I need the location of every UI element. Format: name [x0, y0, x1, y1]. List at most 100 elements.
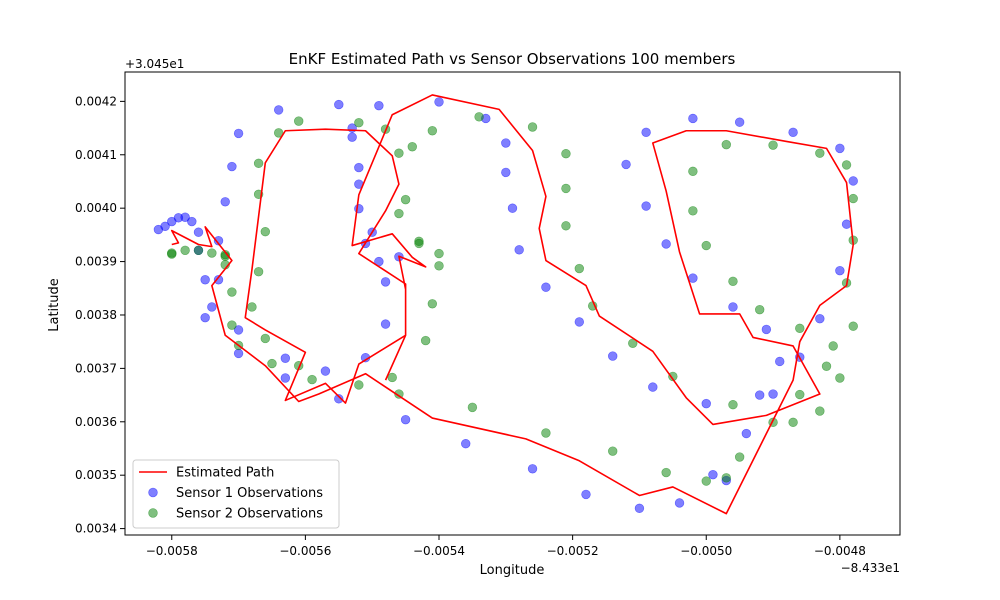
- legend-label-1: Estimated Path: [176, 466, 274, 481]
- sensor-1-point-5: [180, 212, 190, 222]
- sensor-2-point-76: [721, 473, 731, 483]
- y-axis-label: Latitude: [47, 278, 62, 332]
- sensor-2-point-42: [541, 428, 551, 438]
- sensor-2-point-59: [734, 452, 745, 462]
- sensor-2-point-24: [354, 118, 364, 128]
- series-2-points: [167, 112, 858, 486]
- sensor-2-point-71: [841, 160, 852, 170]
- sensor-1-point-14: [220, 197, 230, 207]
- sensor-2-point-60: [754, 304, 765, 315]
- sensor-2-point-37: [434, 248, 444, 259]
- y-tick-label-1: 0.0034: [75, 522, 117, 536]
- sensor-1-point-7: [193, 227, 204, 237]
- legend-swatch-sensor-2: [148, 508, 158, 518]
- sensor-1-point-9: [200, 275, 210, 285]
- sensor-2-point-38: [434, 261, 444, 271]
- sensor-2-point-29: [394, 208, 404, 219]
- x-tick-label-5: −0.0050: [680, 544, 732, 558]
- sensor-1-point-6: [187, 216, 197, 227]
- sensor-1-point-47: [541, 282, 551, 292]
- sensor-2-point-39: [467, 402, 478, 413]
- sensor-1-point-2: [160, 221, 170, 232]
- sensor-1-point-53: [641, 127, 651, 138]
- sensor-1-point-42: [501, 138, 511, 148]
- sensor-2-point-66: [815, 406, 825, 416]
- sensor-1-point-43: [501, 167, 511, 178]
- x-tick-label-3: −0.0054: [413, 544, 465, 558]
- sensor-2-point-57: [728, 276, 738, 287]
- sensor-1-point-21: [280, 373, 291, 383]
- x-axis-label: Longitude: [480, 563, 545, 578]
- plot-area: [153, 94, 858, 515]
- sensor-2-point-18: [267, 358, 277, 369]
- x-tick-label-4: −0.0052: [547, 544, 599, 558]
- sensor-2-point-58: [728, 400, 738, 410]
- sensor-1-point-74: [835, 265, 845, 276]
- x-tick-label-1: −0.0058: [146, 544, 198, 558]
- sensor-2-point-43: [561, 149, 571, 159]
- sensor-2-point-14: [253, 158, 264, 169]
- legend-label-2: Sensor 1 Observations: [176, 486, 323, 501]
- sensor-2-point-63: [788, 417, 798, 428]
- legend-swatch-sensor-1: [148, 487, 158, 498]
- estimated-path-line: [170, 94, 855, 515]
- sensor-2-point-52: [688, 166, 698, 177]
- sensor-2-point-34: [420, 335, 431, 346]
- sensor-1-point-56: [661, 239, 671, 249]
- sensor-1-point-12: [213, 275, 224, 285]
- sensor-1-point-34: [374, 100, 384, 111]
- sensor-2-point-2: [167, 248, 177, 258]
- sensor-2-point-5: [207, 248, 217, 258]
- sensor-1-point-39: [434, 97, 444, 107]
- sensor-1-point-55: [648, 382, 658, 392]
- sensor-1-point-57: [674, 498, 685, 508]
- sensor-2-point-54: [701, 240, 711, 251]
- plot-marks: [153, 94, 858, 515]
- sensor-2-point-35: [427, 299, 438, 309]
- sensor-1-point-64: [734, 117, 745, 127]
- sensor-2-point-22: [307, 374, 317, 385]
- sensor-2-point-50: [661, 467, 671, 478]
- sensor-2-point-33: [414, 238, 424, 249]
- sensor-2-point-53: [688, 206, 698, 216]
- sensor-2-point-41: [527, 122, 538, 132]
- sensor-1-point-61: [708, 469, 718, 480]
- legend-box: [132, 459, 340, 529]
- sensor-2-point-16: [260, 226, 270, 237]
- y-tick-label-4: 0.0037: [75, 361, 117, 375]
- sensor-1-point-40: [461, 438, 471, 449]
- sensor-1-point-48: [574, 317, 585, 327]
- sensor-2-point-17: [260, 333, 270, 344]
- sensor-2-point-69: [828, 341, 838, 351]
- sensor-2-point-20: [294, 116, 304, 126]
- sensor-2-point-23: [354, 380, 364, 390]
- sensor-1-point-38: [400, 414, 411, 425]
- sensor-1-point-67: [761, 324, 772, 335]
- sensor-2-point-40: [474, 112, 484, 122]
- sensor-1-point-73: [835, 143, 845, 154]
- sensor-2-point-46: [574, 263, 585, 274]
- x-tick-label-2: −0.0056: [279, 544, 331, 558]
- sensor-1-point-54: [641, 201, 651, 211]
- sensor-2-point-13: [253, 267, 264, 277]
- sensor-1-point-27: [354, 162, 364, 173]
- y-tick-label-7: 0.0040: [75, 201, 117, 215]
- sensor-2-point-3: [180, 245, 190, 256]
- y-axis-offset-label: +3.045e1: [125, 57, 184, 71]
- sensor-1-point-51: [621, 159, 631, 170]
- sensor-1-point-16: [233, 128, 244, 139]
- x-tick-label-6: −0.0048: [814, 544, 866, 558]
- sensor-1-point-23: [334, 394, 344, 404]
- sensor-1-point-69: [775, 356, 785, 367]
- x-axis-offset-label: −8.433e1: [841, 561, 900, 575]
- sensor-1-point-50: [608, 351, 618, 361]
- sensor-2-point-44: [561, 183, 571, 194]
- sensor-1-point-29: [354, 204, 364, 214]
- sensor-2-point-64: [795, 389, 805, 400]
- sensor-1-point-11: [207, 302, 217, 312]
- sensor-1-point-35: [380, 277, 391, 287]
- sensor-2-point-48: [608, 446, 618, 456]
- sensor-1-point-66: [754, 390, 765, 400]
- legend: Estimated Path Sensor 1 Observations Senso…: [132, 459, 340, 529]
- sensor-1-point-60: [701, 398, 711, 409]
